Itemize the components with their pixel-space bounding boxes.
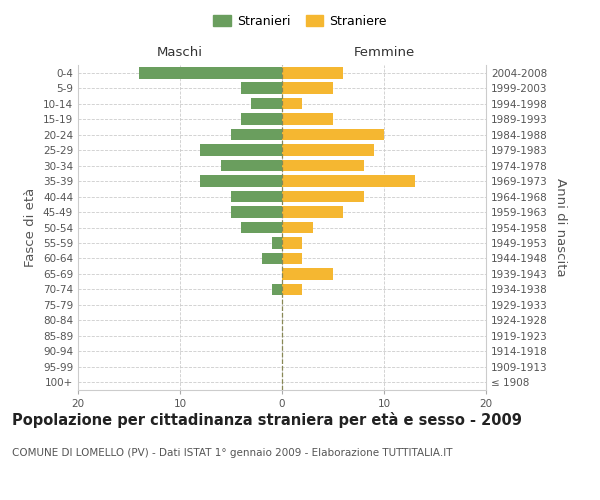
Bar: [282, 190, 364, 202]
Bar: [282, 176, 415, 187]
Bar: [262, 252, 282, 264]
Bar: [282, 160, 364, 172]
Bar: [282, 114, 333, 125]
Bar: [282, 144, 374, 156]
Bar: [200, 144, 282, 156]
Bar: [231, 206, 282, 218]
Text: Popolazione per cittadinanza straniera per età e sesso - 2009: Popolazione per cittadinanza straniera p…: [12, 412, 522, 428]
Bar: [231, 190, 282, 202]
Bar: [200, 176, 282, 187]
Bar: [282, 67, 343, 78]
Bar: [231, 129, 282, 140]
Bar: [282, 252, 302, 264]
Bar: [282, 129, 384, 140]
Bar: [272, 284, 282, 295]
Text: Maschi: Maschi: [157, 46, 203, 59]
Bar: [282, 82, 333, 94]
Legend: Stranieri, Straniere: Stranieri, Straniere: [209, 11, 391, 32]
Bar: [282, 98, 302, 110]
Bar: [241, 82, 282, 94]
Bar: [221, 160, 282, 172]
Text: Femmine: Femmine: [353, 46, 415, 59]
Bar: [282, 268, 333, 280]
Bar: [282, 284, 302, 295]
Bar: [282, 237, 302, 249]
Text: COMUNE DI LOMELLO (PV) - Dati ISTAT 1° gennaio 2009 - Elaborazione TUTTITALIA.IT: COMUNE DI LOMELLO (PV) - Dati ISTAT 1° g…: [12, 448, 452, 458]
Y-axis label: Anni di nascita: Anni di nascita: [554, 178, 567, 277]
Bar: [241, 114, 282, 125]
Bar: [272, 237, 282, 249]
Bar: [241, 222, 282, 234]
Bar: [251, 98, 282, 110]
Y-axis label: Fasce di età: Fasce di età: [25, 188, 37, 267]
Bar: [139, 67, 282, 78]
Bar: [282, 222, 313, 234]
Bar: [282, 206, 343, 218]
